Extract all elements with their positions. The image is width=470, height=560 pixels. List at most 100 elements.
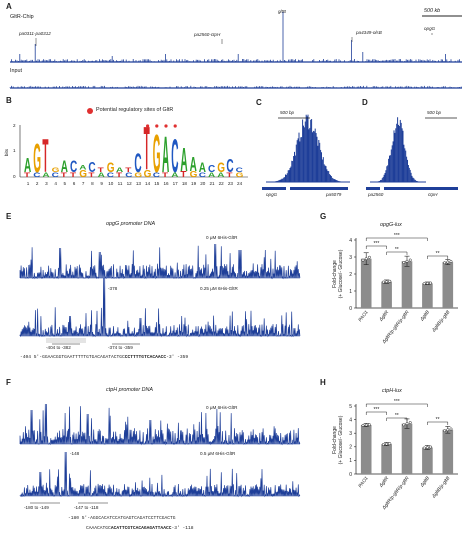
panel-label-b: B: [6, 96, 12, 105]
regulatory-site-dot: [164, 124, 168, 128]
logo-letter: G: [33, 136, 41, 181]
logo-ytick-1: 1: [13, 148, 16, 153]
cond-label-e1: 0 μM 6His-GltR: [206, 235, 238, 240]
panel-label-g: G: [320, 212, 327, 221]
logo-letter: T: [42, 130, 48, 183]
logo-letter: C: [153, 171, 160, 179]
significance-label: ***: [394, 233, 400, 239]
significance-bracket: [386, 251, 408, 255]
logo-position-tick: 2: [36, 181, 39, 186]
logo-letter: C: [134, 149, 141, 178]
logo-position-tick: 5: [64, 181, 67, 186]
significance-bracket: [365, 237, 428, 241]
data-point: [449, 260, 453, 263]
gene-label-ctph: ctpH: [428, 192, 438, 197]
y-tick-label: 3: [349, 255, 352, 261]
data-point: [429, 445, 433, 449]
y-axis-label-line: Fold-change: [332, 426, 338, 454]
logo-letter: A: [24, 156, 32, 178]
gene-arrow-pa5079: [290, 187, 348, 190]
data-point: [367, 255, 371, 259]
panel-label-f: F: [6, 378, 11, 387]
logo-letter: G: [190, 170, 198, 179]
range-label-f1: -180 to -149: [24, 505, 49, 510]
logo-letter: C: [52, 171, 59, 179]
bar: [401, 423, 413, 474]
range-label-e1: -404 to -382: [46, 345, 71, 350]
data-point: [446, 428, 450, 432]
significance-bracket: [427, 255, 449, 259]
bar: [360, 258, 372, 308]
gene-arrow-opgg: [262, 187, 286, 190]
logo-letter: A: [98, 171, 105, 179]
data-point: [425, 281, 429, 285]
y-tick-label: 3: [349, 431, 352, 437]
logo-letter: T: [88, 171, 95, 179]
bar: [401, 261, 413, 308]
data-point: [364, 423, 368, 427]
logo-position-tick: 24: [237, 181, 243, 186]
chart-title-h: ctpH-lux: [382, 388, 402, 394]
category-label: ΔgltR: [378, 475, 391, 489]
logo-letter: T: [144, 116, 150, 183]
y-tick-label: 1: [349, 458, 352, 464]
gene-label-pa5079: pa5079: [326, 192, 342, 197]
electropherogram-trace: [19, 403, 301, 446]
logo-letter: C: [70, 156, 77, 175]
logo-letter: C: [33, 171, 40, 179]
range-label-f2: -147 to -118: [74, 505, 99, 510]
panel-label-a: A: [6, 2, 12, 11]
logo-position-tick: 19: [191, 181, 197, 186]
category-label: ΔgltB: [419, 475, 432, 489]
logo-letter: A: [79, 163, 86, 171]
logo-position-tick: 20: [200, 181, 206, 186]
data-point: [443, 429, 447, 433]
data-point: [402, 423, 406, 427]
logo-letter: T: [24, 171, 31, 179]
gene-label-opgg: opgG: [266, 192, 278, 197]
y-tick-label: 5: [349, 404, 352, 410]
data-point: [425, 446, 429, 449]
logo-position-tick: 15: [154, 181, 160, 186]
significance-bracket: [365, 411, 387, 415]
logo-letter: C: [236, 166, 243, 174]
chip-track-label: GltR-Chip: [10, 14, 34, 20]
y-tick-label: 1: [349, 289, 352, 295]
input-track-label: Input: [10, 68, 22, 74]
logo-position-tick: 16: [163, 181, 169, 186]
scalebar-a: [422, 15, 462, 17]
sequence-f1: -180 5'-AGGCACATCCATGAGTCAGATCCTTCGACTG: [68, 516, 176, 521]
logo-letter: G: [79, 169, 87, 180]
logo-letter: T: [98, 166, 105, 174]
y-tick-label: 2: [349, 272, 352, 278]
panel-label-h: H: [320, 378, 326, 387]
y-tick-label: 4: [349, 238, 352, 244]
chip-peak-ctph: [366, 117, 458, 190]
logo-position-tick: 11: [118, 181, 123, 186]
logo-letter: G: [153, 125, 161, 185]
y-tick-label: 4: [349, 417, 352, 423]
bar: [422, 447, 433, 474]
y-axis-label: Fold-change(+ Glucose/- Glucose): [332, 249, 344, 298]
legend-label: Potential regulatory sites of GltR: [96, 107, 174, 113]
legend-dot: [87, 108, 93, 114]
logo-letter: A: [190, 154, 198, 176]
data-point: [361, 258, 365, 262]
logo-letter: T: [125, 166, 132, 174]
data-point: [367, 423, 371, 427]
sequence-logo: TA1CG2AT3CG4TA5TC6GA7TC8AT9CG10TA11CT12G…: [19, 116, 248, 186]
logo-letter: T: [70, 171, 77, 179]
logo-ytick-2: 2: [13, 123, 16, 128]
logo-position-tick: 1: [27, 181, 30, 186]
regulatory-site-dot: [146, 124, 150, 128]
cond-label-e2: 0.25 μM 6His-GltR: [200, 286, 238, 291]
significance-bracket: [365, 245, 387, 249]
data-point: [361, 423, 365, 427]
significance-label: **: [436, 251, 440, 257]
footprint-title-e: opgG promoter DNA: [106, 221, 156, 227]
y-axis-label-line: (+ Glucose/- Glucose): [338, 415, 344, 464]
logo-position-tick: 12: [127, 181, 133, 186]
electropherogram-trace: [19, 243, 301, 280]
